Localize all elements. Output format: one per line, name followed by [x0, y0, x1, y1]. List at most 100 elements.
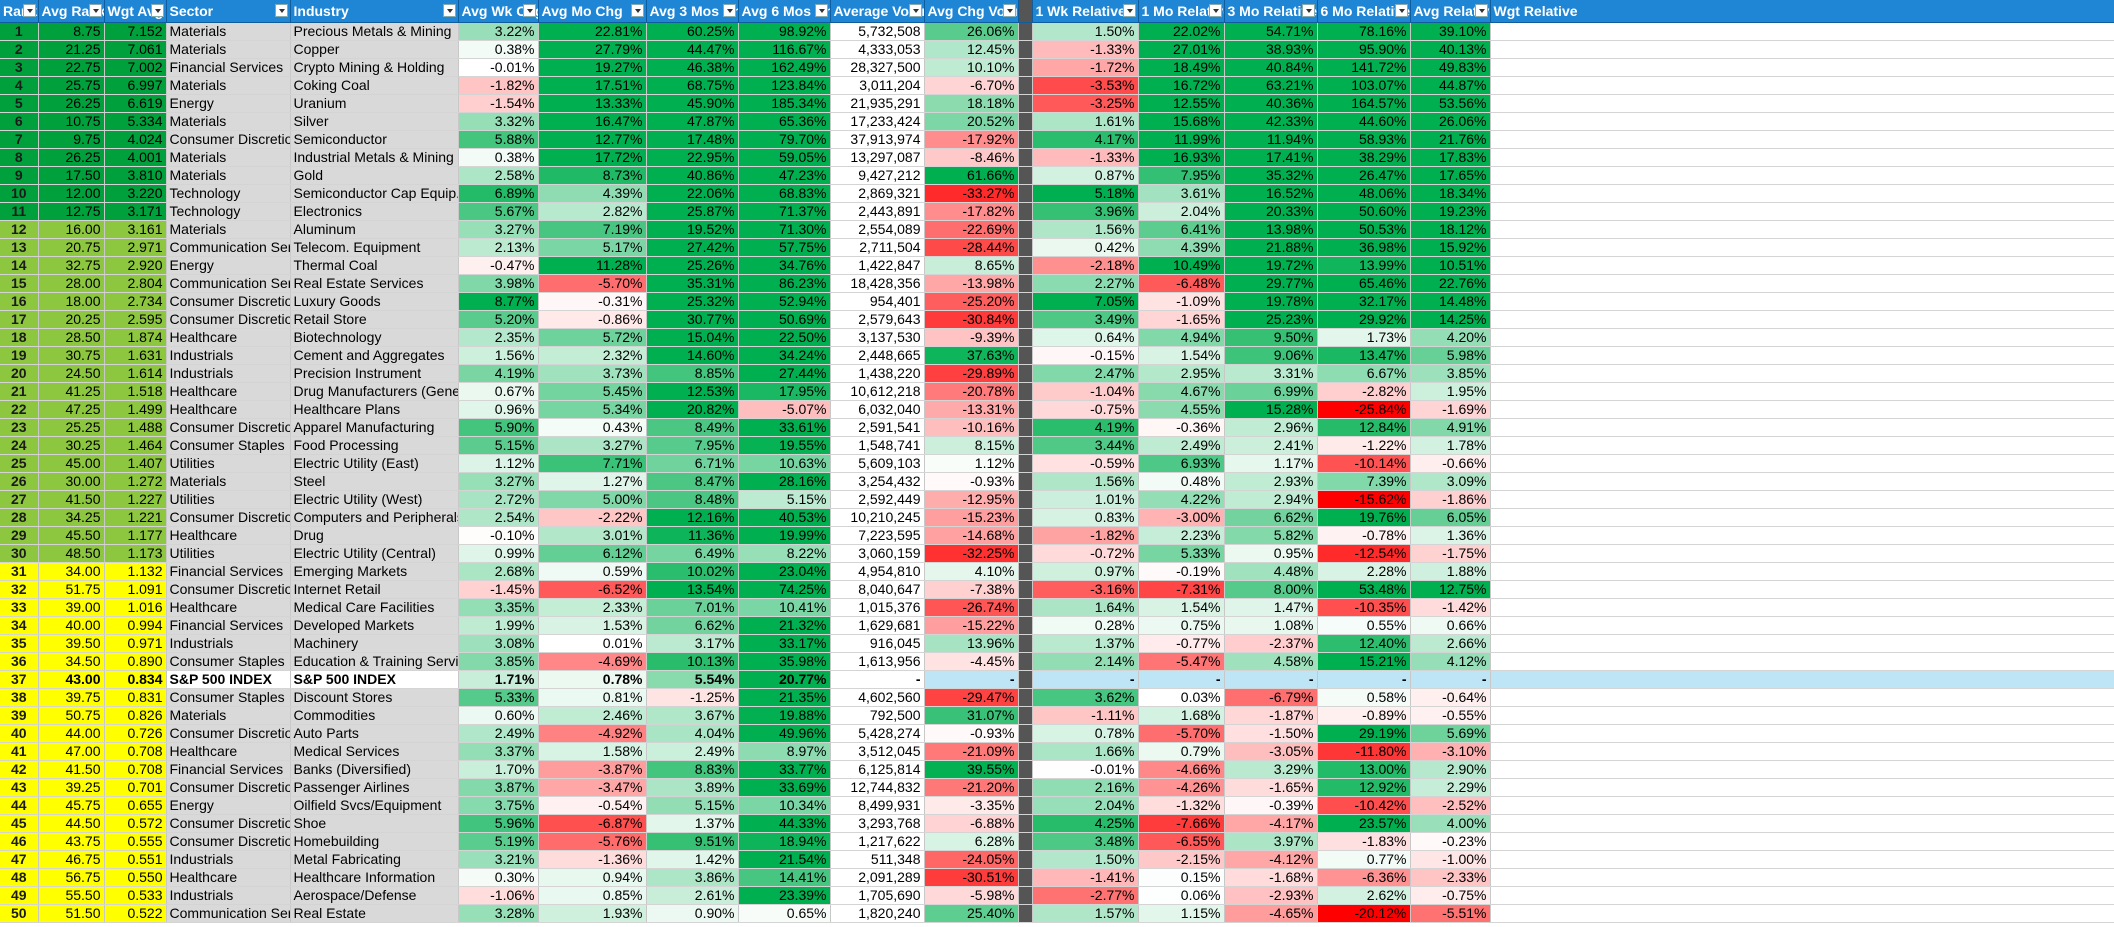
avg-volume-cell[interactable]: 3,060,159	[830, 544, 925, 563]
avg-rank-cell[interactable]: 44.50	[38, 814, 105, 833]
avg-6mo-chg-cell[interactable]: 52.94%	[738, 292, 831, 311]
avg-volume-cell[interactable]: 13,297,087	[830, 148, 925, 167]
sector-cell[interactable]: Materials	[166, 220, 291, 239]
1mo-relative-cell[interactable]: -7.66%	[1138, 814, 1225, 833]
avg-6mo-chg-cell[interactable]: 18.94%	[738, 832, 831, 851]
avg-3mo-chg-cell[interactable]: 3.89%	[646, 778, 739, 797]
1wk-relative-cell[interactable]: 3.96%	[1032, 202, 1139, 221]
avg-relative-cell[interactable]: 1.78%	[1410, 436, 1491, 455]
avg-relative-cell[interactable]: 1.95%	[1410, 382, 1491, 401]
avg-volume-cell[interactable]: 37,913,974	[830, 130, 925, 149]
avg-rank-cell[interactable]: 30.75	[38, 346, 105, 365]
6mo-relative-cell[interactable]: -1.83%	[1317, 832, 1411, 851]
wgt-relative-cell[interactable]: 2.386	[1490, 184, 2114, 203]
avg-chg-volume-cell[interactable]: 31.07%	[924, 706, 1019, 725]
avg-6mo-chg-cell[interactable]: 79.70%	[738, 130, 831, 149]
1mo-relative-cell[interactable]: 2.95%	[1138, 364, 1225, 383]
avg-relative-cell[interactable]: -2.33%	[1410, 868, 1491, 887]
avg-volume-cell[interactable]: 21,935,291	[830, 94, 925, 113]
avg-6mo-chg-cell[interactable]: 27.44%	[738, 364, 831, 383]
wgt-avg-cell[interactable]: 0.831	[104, 688, 167, 707]
3mo-relative-cell[interactable]: 1.17%	[1224, 454, 1318, 473]
avg-wk-chg-cell[interactable]: 2.68%	[458, 562, 539, 581]
avg-6mo-chg-cell[interactable]: 21.32%	[738, 616, 831, 635]
wgt-relative-cell[interactable]: 0.343	[1490, 526, 2114, 545]
avg-volume-cell[interactable]: 2,448,665	[830, 346, 925, 365]
avg-mo-chg-cell[interactable]: 5.72%	[538, 328, 647, 347]
industry-cell[interactable]: Retail Store	[290, 310, 459, 329]
avg-rank-cell[interactable]: 45.75	[38, 796, 105, 815]
industry-cell[interactable]: Aerospace/Defense	[290, 886, 459, 905]
avg-3mo-chg-cell[interactable]: 22.95%	[646, 148, 739, 167]
avg-wk-chg-cell[interactable]: 0.99%	[458, 544, 539, 563]
industry-cell[interactable]: Healthcare Information	[290, 868, 459, 887]
avg-chg-volume-cell[interactable]: -9.39%	[924, 328, 1019, 347]
avg-chg-volume-cell[interactable]: -	[924, 670, 1019, 689]
avg-chg-volume-cell[interactable]: -30.84%	[924, 310, 1019, 329]
avg-volume-cell[interactable]: 7,223,595	[830, 526, 925, 545]
6mo-relative-cell[interactable]: 0.58%	[1317, 688, 1411, 707]
industry-cell[interactable]: S&P 500 INDEX	[290, 670, 459, 689]
1mo-relative-cell[interactable]: 0.79%	[1138, 742, 1225, 761]
wgt-avg-cell[interactable]: 0.971	[104, 634, 167, 653]
avg-mo-chg-cell[interactable]: 3.73%	[538, 364, 647, 383]
avg-3mo-chg-cell[interactable]: 13.54%	[646, 580, 739, 599]
avg-mo-chg-cell[interactable]: 27.79%	[538, 40, 647, 59]
6mo-relative-cell[interactable]: -	[1317, 670, 1411, 689]
1mo-relative-cell[interactable]: -6.55%	[1138, 832, 1225, 851]
1wk-relative-cell[interactable]: -0.72%	[1032, 544, 1139, 563]
avg-rank-cell[interactable]: 34.00	[38, 562, 105, 581]
3mo-relative-cell[interactable]: -1.50%	[1224, 724, 1318, 743]
col-header-avg-chg-volume[interactable]: Avg Chg Volum	[924, 0, 1019, 23]
filter-dropdown-icon[interactable]	[1122, 4, 1136, 17]
1wk-relative-cell[interactable]: 0.87%	[1032, 166, 1139, 185]
avg-6mo-chg-cell[interactable]: 8.22%	[738, 544, 831, 563]
avg-mo-chg-cell[interactable]: -5.76%	[538, 832, 647, 851]
1mo-relative-cell[interactable]: -0.77%	[1138, 634, 1225, 653]
avg-wk-chg-cell[interactable]: 2.72%	[458, 490, 539, 509]
avg-volume-cell[interactable]: 28,327,500	[830, 58, 925, 77]
sector-cell[interactable]: Energy	[166, 796, 291, 815]
avg-wk-chg-cell[interactable]: 5.90%	[458, 418, 539, 437]
avg-chg-volume-cell[interactable]: -0.93%	[924, 724, 1019, 743]
avg-rank-cell[interactable]: 41.50	[38, 490, 105, 509]
col-header-sector[interactable]: Sector	[166, 0, 291, 23]
avg-rank-cell[interactable]: 21.25	[38, 40, 105, 59]
avg-volume-cell[interactable]: 2,554,089	[830, 220, 925, 239]
1mo-relative-cell[interactable]: 0.06%	[1138, 886, 1225, 905]
avg-volume-cell[interactable]: 2,091,289	[830, 868, 925, 887]
wgt-avg-cell[interactable]: 3.171	[104, 202, 167, 221]
rank-cell[interactable]: 12	[0, 220, 39, 239]
avg-rank-cell[interactable]: 34.50	[38, 652, 105, 671]
avg-3mo-chg-cell[interactable]: 22.06%	[646, 184, 739, 203]
filter-dropdown-icon[interactable]	[908, 4, 922, 17]
rank-cell[interactable]: 29	[0, 526, 39, 545]
avg-chg-volume-cell[interactable]: 39.55%	[924, 760, 1019, 779]
avg-relative-cell[interactable]: 26.06%	[1410, 112, 1491, 131]
1mo-relative-cell[interactable]: 11.99%	[1138, 130, 1225, 149]
avg-rank-cell[interactable]: 30.00	[38, 472, 105, 491]
3mo-relative-cell[interactable]: 15.28%	[1224, 400, 1318, 419]
wgt-relative-cell[interactable]: -0.133	[1490, 778, 2114, 797]
avg-chg-volume-cell[interactable]: -22.69%	[924, 220, 1019, 239]
avg-chg-volume-cell[interactable]: -0.93%	[924, 472, 1019, 491]
wgt-relative-cell[interactable]: 0.780	[1490, 364, 2114, 383]
3mo-relative-cell[interactable]: 1.08%	[1224, 616, 1318, 635]
industry-cell[interactable]: Steel	[290, 472, 459, 491]
1mo-relative-cell[interactable]: -1.65%	[1138, 310, 1225, 329]
avg-chg-volume-cell[interactable]: -20.78%	[924, 382, 1019, 401]
1mo-relative-cell[interactable]: -1.09%	[1138, 292, 1225, 311]
avg-mo-chg-cell[interactable]: 7.19%	[538, 220, 647, 239]
wgt-avg-cell[interactable]: 1.631	[104, 346, 167, 365]
avg-chg-volume-cell[interactable]: 10.10%	[924, 58, 1019, 77]
avg-mo-chg-cell[interactable]: 3.01%	[538, 526, 647, 545]
avg-rank-cell[interactable]: 47.25	[38, 400, 105, 419]
rank-cell[interactable]: 49	[0, 886, 39, 905]
avg-relative-cell[interactable]: 18.12%	[1410, 220, 1491, 239]
rank-cell[interactable]: 9	[0, 166, 39, 185]
avg-wk-chg-cell[interactable]: 1.56%	[458, 346, 539, 365]
avg-chg-volume-cell[interactable]: -5.98%	[924, 886, 1019, 905]
1mo-relative-cell[interactable]: -7.31%	[1138, 580, 1225, 599]
wgt-avg-cell[interactable]: 1.488	[104, 418, 167, 437]
avg-6mo-chg-cell[interactable]: 33.77%	[738, 760, 831, 779]
